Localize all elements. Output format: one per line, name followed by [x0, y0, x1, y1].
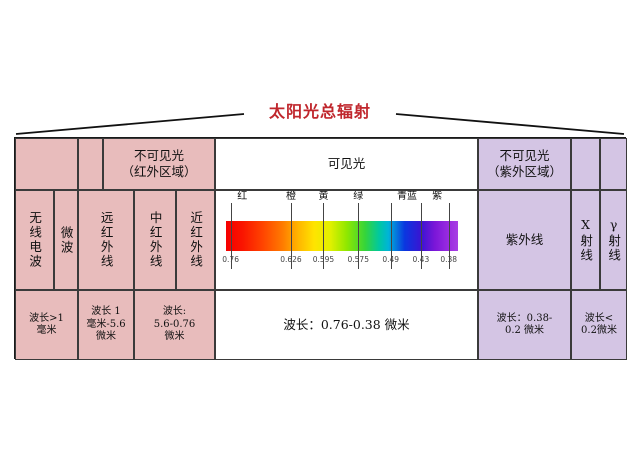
spectrum-tick-label: 0.38: [440, 255, 458, 264]
header-cell-blank-microwave: [78, 138, 103, 190]
wavelength-cell-mid-near-ir: 波长: 5.6-0.76 微米: [134, 290, 215, 360]
header-cell-infrared: 不可见光 （红外区域）: [103, 138, 215, 190]
wavelength-microwave-far-ir: 波长 1 毫米-5.6 微米: [86, 306, 126, 343]
header-visible-label: 可见光: [327, 156, 366, 172]
band-cell-far-infrared: 远红外线: [78, 190, 134, 290]
spectrum-gradient-bar: [226, 221, 458, 251]
band-cell-visible-spectrum: 红 橙 黄 绿 青蓝 紫 0.76 0.626 0.595 0.575 0.49 0.43 0.38: [215, 190, 478, 290]
band-label-far-infrared: 远红外线: [98, 211, 114, 269]
table-grid: 不可见光 （红外区域） 可见光 不可见光 （紫外区域） 无线电波 微波 远红外线: [15, 138, 627, 360]
band-label-mid-infrared: 中红外线: [147, 211, 163, 269]
band-cell-microwave: 微波: [54, 190, 78, 290]
spectrum-tick-label: 0.575: [347, 255, 369, 264]
header-cell-blank-xray: [571, 138, 600, 190]
spectrum-color-label: 绿: [353, 191, 364, 202]
wavelength-ultraviolet: 波长：0.38- 0.2 微米: [496, 312, 553, 337]
wavelength-cell-visible: 波长：0.76-0.38 微米: [215, 290, 478, 360]
wavelength-cell-radio: 波长>1 毫米: [15, 290, 78, 360]
spectrum-tick-label: 0.49: [382, 255, 400, 264]
wavelength-cell-ultraviolet: 波长：0.38- 0.2 微米: [478, 290, 571, 360]
band-cell-near-infrared: 近红外线: [176, 190, 215, 290]
spectrum-tick-line: [230, 203, 232, 269]
band-label-gamma: γ射线: [606, 217, 622, 263]
band-label-ultraviolet: 紫外线: [505, 232, 544, 248]
spectrum-tick-line: [420, 203, 422, 269]
band-cell-mid-infrared: 中红外线: [134, 190, 176, 290]
header-cell-blank-gamma: [600, 138, 627, 190]
page-title: 太阳光总辐射: [268, 102, 372, 121]
header-infrared-line2: （红外区域）: [121, 164, 197, 179]
spectrum-color-label: 紫: [432, 191, 443, 202]
wavelength-radio: 波长>1 毫米: [29, 312, 64, 337]
band-label-microwave: 微波: [58, 225, 74, 255]
wavelength-cell-microwave-far-ir: 波长 1 毫米-5.6 微米: [78, 290, 134, 360]
header-cell-visible: 可见光: [215, 138, 478, 190]
spectrum-tick-line: [290, 203, 292, 269]
spectrum-tick-line: [448, 203, 450, 269]
spectrum-color-label: 橙: [285, 191, 296, 202]
wavelength-mid-near-ir: 波长: 5.6-0.76 微米: [153, 306, 196, 343]
band-cell-xray: X射线: [571, 190, 600, 290]
title-area: 太阳光总辐射: [0, 98, 640, 138]
spectrum-color-label: 青蓝: [396, 191, 417, 202]
wavelength-xray-gamma: 波长< 0.2微米: [581, 312, 617, 337]
spectrum-tick-label: 0.626: [280, 255, 302, 264]
spectrum-tick-label: 0.595: [312, 255, 335, 264]
band-label-xray: X射线: [578, 217, 594, 263]
spectrum-table: 不可见光 （红外区域） 可见光 不可见光 （紫外区域） 无线电波 微波 远红外线: [14, 137, 627, 360]
spectrum-tick-label: 0.76: [222, 255, 239, 264]
wavelength-cell-xray-gamma: 波长< 0.2微米: [571, 290, 627, 360]
band-cell-ultraviolet: 紫外线: [478, 190, 571, 290]
spectrum-tick-line: [323, 203, 325, 269]
spectrum-tick-label: 0.43: [412, 255, 430, 264]
wavelength-visible: 波长：0.76-0.38 微米: [283, 317, 410, 333]
spectrum-color-label: 红: [237, 191, 248, 202]
spectrum-tick-line: [358, 203, 360, 269]
spectrum-color-label: 黄: [318, 191, 329, 202]
header-cell-ultraviolet: 不可见光 （紫外区域）: [478, 138, 571, 190]
band-cell-radio: 无线电波: [15, 190, 54, 290]
spectrum-tick-line: [390, 203, 392, 269]
title-bracket-icon: [15, 113, 625, 135]
band-label-near-infrared: 近红外线: [188, 211, 204, 269]
band-cell-gamma: γ射线: [600, 190, 627, 290]
spectrum-graphic: 红 橙 黄 绿 青蓝 紫 0.76 0.626 0.595 0.575 0.49 0.43 0.38: [216, 191, 477, 289]
band-label-radio: 无线电波: [27, 211, 43, 269]
header-cell-blank-radio: [15, 138, 78, 190]
header-uv-line1: 不可见光: [499, 148, 550, 164]
header-infrared-line1: 不可见光: [133, 148, 184, 164]
header-uv-line2: （紫外区域）: [486, 164, 562, 179]
